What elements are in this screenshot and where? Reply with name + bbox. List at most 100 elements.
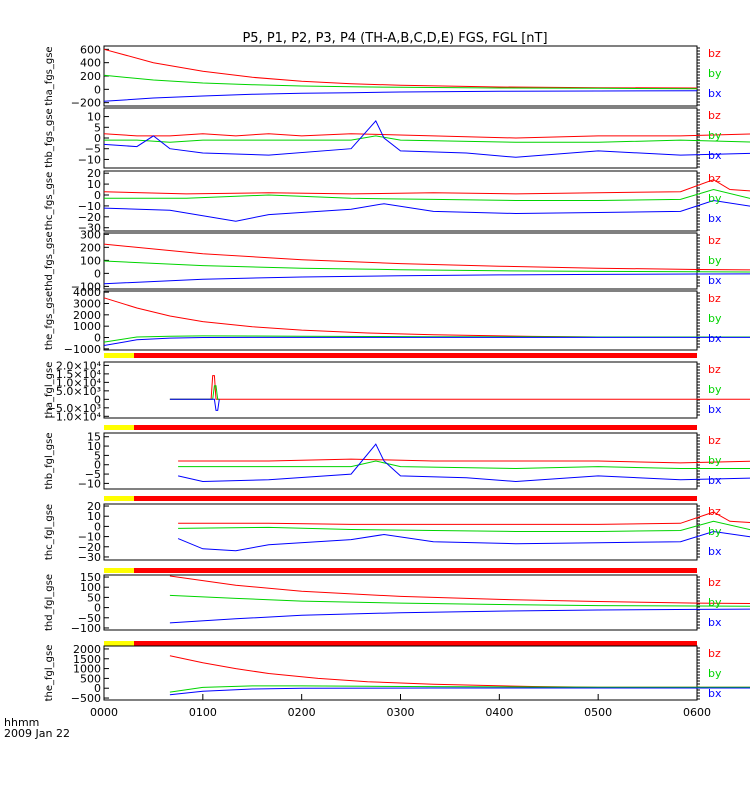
y-tick-label: 10 bbox=[87, 111, 101, 124]
series-bx-line bbox=[177, 443, 750, 483]
legend-bx: bx bbox=[708, 274, 722, 287]
legend-bz: bz bbox=[708, 505, 721, 518]
y-tick-label: 10 bbox=[87, 440, 101, 453]
status-bar-start bbox=[104, 568, 134, 573]
y-tick-label: 0 bbox=[94, 189, 101, 202]
y-tick-label: 0 bbox=[94, 602, 101, 615]
legend-bz: bz bbox=[708, 576, 721, 589]
legend-by: by bbox=[708, 667, 722, 680]
y-tick-label: 200 bbox=[80, 70, 101, 83]
y-axis-label: thd_fgs_gse bbox=[44, 231, 55, 290]
y-tick-label: 1.0×10⁴ bbox=[56, 376, 102, 389]
legend-by: by bbox=[708, 383, 722, 396]
y-tick-label: 300 bbox=[80, 228, 101, 241]
y-tick-label: 5 bbox=[94, 121, 101, 134]
panel-frame bbox=[103, 170, 698, 232]
series-bx-line bbox=[169, 687, 750, 696]
y-axis-label: thc_fgl_gse bbox=[44, 504, 55, 560]
y-axis-label: thc_fgs_gse bbox=[44, 172, 55, 231]
series-by-line bbox=[104, 135, 750, 143]
legend-by: by bbox=[708, 129, 722, 142]
y-tick-label: 0 bbox=[94, 267, 101, 280]
status-bar bbox=[134, 568, 697, 573]
x-tick-label: 0300 bbox=[387, 706, 415, 719]
y-tick-label: −10 bbox=[78, 153, 101, 166]
y-axis-label: thb_fgs_gse bbox=[44, 108, 55, 167]
y-tick-label: −20 bbox=[78, 541, 101, 554]
legend-by: by bbox=[708, 254, 722, 267]
status-bar-start bbox=[104, 425, 134, 430]
series-by-line bbox=[178, 520, 750, 532]
status-bar-start bbox=[104, 641, 134, 646]
y-tick-label: 2000 bbox=[73, 309, 101, 322]
y-tick-label: −10 bbox=[78, 200, 101, 213]
legend-bx: bx bbox=[708, 616, 722, 629]
legend-by: by bbox=[708, 312, 722, 325]
series-bx-line bbox=[103, 199, 750, 222]
y-tick-label: 5.0×10³ bbox=[56, 385, 101, 398]
y-tick-label: −5 bbox=[85, 468, 101, 481]
legend-bz: bz bbox=[708, 172, 721, 185]
series-bx-line bbox=[103, 90, 698, 102]
legend-bx: bx bbox=[708, 687, 722, 700]
x-tick-label: 0000 bbox=[90, 706, 118, 719]
y-tick-label: −100 bbox=[71, 280, 101, 293]
y-tick-label: −5.0×10³ bbox=[47, 402, 101, 415]
x-tick-label: 0600 bbox=[683, 706, 711, 719]
y-tick-label: −30 bbox=[78, 222, 101, 235]
status-bar bbox=[134, 641, 697, 646]
legend-bz: bz bbox=[708, 434, 721, 447]
y-axis-label: tha_fgs_gse bbox=[44, 46, 55, 105]
legend-bx: bx bbox=[708, 403, 722, 416]
legend-bx: bx bbox=[708, 474, 722, 487]
x-tick-label: 0200 bbox=[288, 706, 316, 719]
y-tick-label: 0 bbox=[94, 332, 101, 345]
status-bar bbox=[134, 496, 697, 501]
y-tick-label: 0 bbox=[94, 132, 101, 145]
y-axis-label: the_fgs_gse bbox=[44, 291, 55, 350]
series-by-line bbox=[103, 260, 750, 273]
panel-frame bbox=[103, 361, 698, 419]
y-tick-label: 1000 bbox=[73, 320, 101, 333]
y-tick-label: 2.0×10⁴ bbox=[56, 359, 102, 372]
legend-bx: bx bbox=[708, 212, 722, 225]
series-bx-line bbox=[169, 608, 750, 624]
series-bz-line bbox=[103, 297, 750, 338]
y-tick-label: 20 bbox=[87, 167, 101, 180]
y-axis-label: tha_fgl_gse bbox=[44, 362, 55, 419]
legend-by: by bbox=[708, 192, 722, 205]
y-axis-label: the_fgl_gse bbox=[44, 645, 55, 702]
legend-by: by bbox=[708, 454, 722, 467]
panel-frame bbox=[103, 232, 698, 290]
series-by-line bbox=[103, 74, 698, 90]
series-bz-line bbox=[169, 655, 750, 688]
x-tick-label: 0400 bbox=[485, 706, 513, 719]
y-tick-label: 0 bbox=[94, 459, 101, 472]
y-tick-label: 1500 bbox=[73, 653, 101, 666]
time-unit-label: hhmm bbox=[4, 716, 39, 729]
panel-frame bbox=[103, 290, 698, 351]
legend-bx: bx bbox=[708, 332, 722, 345]
series-bx-line bbox=[103, 120, 750, 158]
series-bz-line bbox=[169, 575, 750, 605]
legend-bz: bz bbox=[708, 47, 721, 60]
y-tick-label: −30 bbox=[78, 551, 101, 564]
y-tick-label: −10 bbox=[78, 477, 101, 490]
y-tick-label: −500 bbox=[71, 692, 101, 705]
y-tick-label: 15 bbox=[87, 431, 101, 444]
y-tick-label: 100 bbox=[80, 581, 101, 594]
y-tick-label: 10 bbox=[87, 178, 101, 191]
series-bx-line bbox=[103, 273, 750, 285]
series-bx-line bbox=[103, 336, 750, 346]
series-by-line bbox=[103, 335, 750, 343]
y-tick-label: 5 bbox=[94, 449, 101, 462]
legend-bz: bz bbox=[708, 234, 721, 247]
y-tick-label: −10 bbox=[78, 531, 101, 544]
y-tick-label: −100 bbox=[71, 622, 101, 635]
